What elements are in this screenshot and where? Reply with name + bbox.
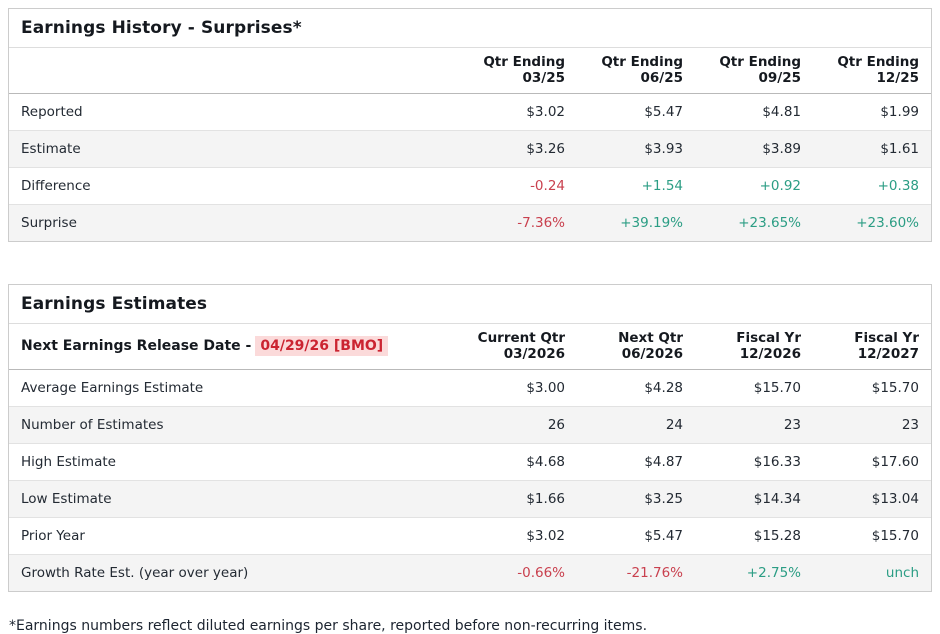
column-header: Current Qtr 03/2026 — [459, 324, 577, 370]
earnings-history-table: Qtr Ending 03/25 Qtr Ending 06/25 Qtr Ending… — [9, 48, 931, 241]
table-row: Reported $3.02 $5.47 $4.81 $1.99 — [9, 94, 931, 131]
row-label: Prior Year — [9, 517, 459, 555]
column-header: Qtr Ending 06/25 — [577, 48, 695, 94]
column-header: Fiscal Yr 12/2026 — [695, 324, 813, 370]
earnings-history-panel: Earnings History - Surprises* Qtr Ending… — [8, 8, 932, 242]
column-header: Qtr Ending 12/25 — [813, 48, 931, 94]
cell-value: $15.70 — [813, 517, 931, 555]
earnings-estimates-table: Next Earnings Release Date -04/29/26 [BM… — [9, 324, 931, 591]
table-row: Number of Estimates 26 24 23 23 — [9, 406, 931, 444]
table-row: Growth Rate Est. (year over year) -0.66% -… — [9, 554, 931, 591]
cell-value: $13.04 — [813, 480, 931, 518]
cell-value: -0.66% — [459, 554, 577, 591]
cell-value: $5.47 — [644, 104, 683, 120]
earnings-estimates-title: Earnings Estimates — [9, 285, 931, 324]
cell-value: -7.36% — [459, 204, 577, 241]
cell-value: 23 — [813, 406, 931, 444]
column-header: Next Qtr 06/2026 — [577, 324, 695, 370]
release-date-label: Next Earnings Release Date - — [21, 338, 252, 354]
cell-value: $3.02 — [459, 517, 577, 555]
cell-value: 26 — [459, 406, 577, 444]
earnings-estimates-header-row: Next Earnings Release Date -04/29/26 [BM… — [9, 324, 931, 370]
table-row: Surprise -7.36% +39.19% +23.65% +23.60% — [9, 204, 931, 241]
panel-gap — [8, 242, 932, 284]
row-label: Growth Rate Est. (year over year) — [9, 554, 459, 591]
cell-value: unch — [813, 554, 931, 591]
earnings-history-title: Earnings History - Surprises* — [9, 9, 931, 48]
cell-value: $4.81 — [762, 104, 801, 120]
cell-value: +2.75% — [695, 554, 813, 591]
earnings-footnote: *Earnings numbers reflect diluted earnin… — [9, 618, 648, 634]
table-row: Low Estimate $1.66 $3.25 $14.34 $13.04 — [9, 480, 931, 518]
table-row: Difference -0.24 +1.54 +0.92 +0.38 — [9, 167, 931, 205]
cell-value: $3.93 — [577, 130, 695, 168]
cell-value: $4.68 — [459, 443, 577, 481]
cell-value: +23.60% — [813, 204, 931, 241]
release-date-value: 04/29/26 [BMO] — [255, 336, 389, 356]
cell-value: 24 — [577, 406, 695, 444]
row-label: Low Estimate — [9, 480, 459, 518]
header-spacer — [9, 48, 459, 94]
cell-value: $3.89 — [695, 130, 813, 168]
earnings-estimates-panel: Earnings Estimates Next Earnings Release… — [8, 284, 932, 592]
cell-value: $4.87 — [577, 443, 695, 481]
cell-value: $1.66 — [459, 480, 577, 518]
table-row: High Estimate $4.68 $4.87 $16.33 $17.60 — [9, 443, 931, 481]
earnings-history-header-row: Qtr Ending 03/25 Qtr Ending 06/25 Qtr Ending… — [9, 48, 931, 94]
cell-value: $3.25 — [577, 480, 695, 518]
cell-value: $15.70 — [753, 380, 801, 396]
row-label: Number of Estimates — [9, 406, 459, 444]
cell-value: -21.76% — [577, 554, 695, 591]
cell-value: $15.28 — [695, 517, 813, 555]
cell-value: $16.33 — [695, 443, 813, 481]
cell-value: $3.00 — [526, 380, 565, 396]
row-label: Difference — [9, 167, 459, 205]
row-label: Reported — [21, 104, 83, 120]
next-earnings-release: Next Earnings Release Date -04/29/26 [BM… — [9, 324, 459, 370]
cell-value: -0.24 — [459, 167, 577, 205]
cell-value: +0.38 — [813, 167, 931, 205]
cell-value: $1.99 — [880, 104, 919, 120]
column-header: Qtr Ending 09/25 — [695, 48, 813, 94]
cell-value: +1.54 — [577, 167, 695, 205]
row-label: Average Earnings Estimate — [21, 380, 204, 396]
table-row: Estimate $3.26 $3.93 $3.89 $1.61 — [9, 130, 931, 168]
column-header: Qtr Ending 03/25 — [459, 48, 577, 94]
cell-value: $14.34 — [695, 480, 813, 518]
cell-value: +0.92 — [695, 167, 813, 205]
cell-value: $17.60 — [813, 443, 931, 481]
table-row: Average Earnings Estimate $3.00 $4.28 $15.7… — [9, 370, 931, 407]
cell-value: 23 — [695, 406, 813, 444]
table-row: Prior Year $3.02 $5.47 $15.28 $15.70 — [9, 517, 931, 555]
cell-value: $1.61 — [813, 130, 931, 168]
cell-value: $5.47 — [577, 517, 695, 555]
column-header: Fiscal Yr 12/2027 — [813, 324, 931, 370]
row-label: Estimate — [9, 130, 459, 168]
cell-value: +23.65% — [695, 204, 813, 241]
row-label: Surprise — [9, 204, 459, 241]
cell-value: $4.28 — [644, 380, 683, 396]
cell-value: $3.26 — [459, 130, 577, 168]
cell-value: $15.70 — [871, 380, 919, 396]
row-label: High Estimate — [9, 443, 459, 481]
cell-value: $3.02 — [526, 104, 565, 120]
cell-value: +39.19% — [577, 204, 695, 241]
